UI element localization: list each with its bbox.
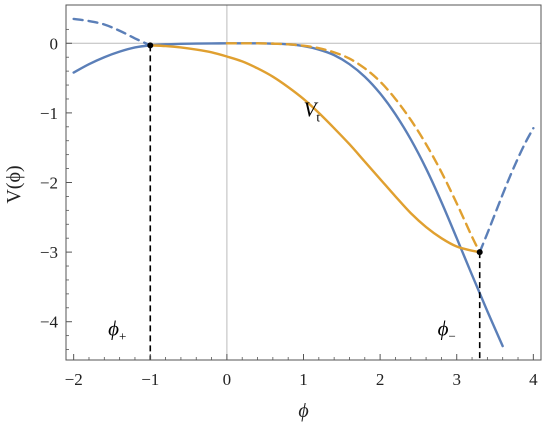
x-axis-label: ϕ — [298, 400, 308, 422]
series-orange-dashed-4 — [225, 42, 481, 254]
vertical-dashed-lines — [149, 45, 481, 360]
phi-minus-label-main-text: ϕ — [438, 317, 449, 341]
reference-lines — [66, 5, 541, 360]
x-tick-label: 1 — [299, 370, 308, 389]
series-layer — [72, 17, 535, 348]
y-axis-label: V(ϕ) — [3, 165, 25, 203]
phi-plus-label-annotation: ϕ+ — [108, 317, 126, 344]
series-blue-dashed-2 — [478, 127, 535, 254]
phi-minus-label-annotation: ϕ− — [438, 317, 456, 344]
annotations: Vtϕ+ ϕ− — [108, 97, 456, 343]
vt-main-text: V — [304, 97, 319, 121]
y-tick-label: 0 — [50, 34, 59, 53]
phi-plus-label-main-text: ϕ — [108, 317, 119, 341]
ticks: −2 −1 0 1 2 3 4 0 −1 −2 −3 −4 — [40, 28, 538, 389]
series-blue-solid-0 — [72, 42, 504, 348]
series-blue-dashed-1 — [72, 17, 152, 47]
x-tick-label: 4 — [529, 370, 538, 389]
x-tick-label: 0 — [223, 370, 232, 389]
y-tick-label: −3 — [40, 243, 58, 262]
x-tick-label: 3 — [452, 370, 461, 389]
phi-minus-label-subscript: − — [448, 329, 455, 344]
x-tick-label: −1 — [141, 370, 159, 389]
x-tick-label: 2 — [376, 370, 385, 389]
phi-minus-marker — [476, 249, 483, 256]
vt-annotation: Vt — [304, 97, 321, 124]
series-orange-solid-3 — [149, 44, 481, 254]
phi-plus-marker — [147, 42, 154, 49]
vt-subscript: t — [316, 109, 320, 124]
markers — [147, 42, 483, 256]
x-tick-label: −2 — [65, 370, 83, 389]
y-tick-label: −1 — [40, 104, 58, 123]
plot-frame — [65, 4, 542, 361]
y-tick-label: −2 — [40, 174, 58, 193]
phi-plus-label-subscript: + — [119, 329, 126, 344]
y-tick-label: −4 — [40, 313, 59, 332]
